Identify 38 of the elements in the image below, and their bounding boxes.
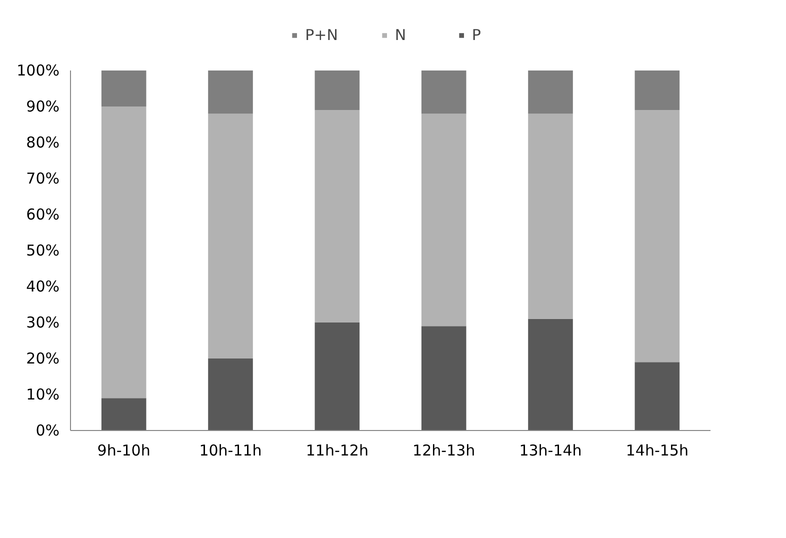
x-tick-label: 11h-12h (306, 442, 368, 460)
y-tick-label: 50% (26, 242, 60, 260)
y-tick-label: 20% (26, 350, 60, 368)
x-tick-label: 10h-11h (199, 442, 262, 460)
y-tick-label: 80% (26, 134, 60, 152)
bar (528, 318, 573, 430)
bar (208, 358, 253, 430)
y-tick-label: 70% (26, 170, 60, 188)
bar (101, 70, 146, 106)
bar (421, 114, 466, 326)
bar (314, 70, 360, 110)
bar (101, 398, 146, 430)
bar (208, 70, 253, 114)
x-tick-label: 9h-10h (97, 442, 150, 460)
y-tick-label: 90% (26, 98, 60, 116)
y-tick-label: 40% (26, 278, 60, 296)
x-tick-label: 13h-14h (519, 442, 582, 460)
bar (528, 70, 573, 114)
bar (314, 322, 360, 430)
bar (421, 70, 466, 114)
legend-label: P (472, 26, 482, 44)
bar (314, 110, 360, 322)
bar (634, 70, 680, 110)
y-tick-label: 10% (26, 386, 60, 404)
y-tick-label: 60% (26, 206, 60, 224)
bar (101, 106, 146, 398)
y-tick-label: 0% (36, 422, 60, 440)
bar (421, 326, 466, 430)
x-tick-label: 14h-15h (626, 442, 688, 460)
bar (634, 110, 680, 362)
legend-label: N (394, 26, 408, 44)
x-tick-label: 12h-13h (412, 442, 476, 460)
y-tick-label: 30% (26, 314, 60, 332)
bar (634, 362, 680, 430)
bar (528, 114, 573, 319)
legend-label: P+N (305, 26, 338, 44)
bar (208, 114, 253, 358)
y-tick-label: 100% (16, 62, 60, 80)
